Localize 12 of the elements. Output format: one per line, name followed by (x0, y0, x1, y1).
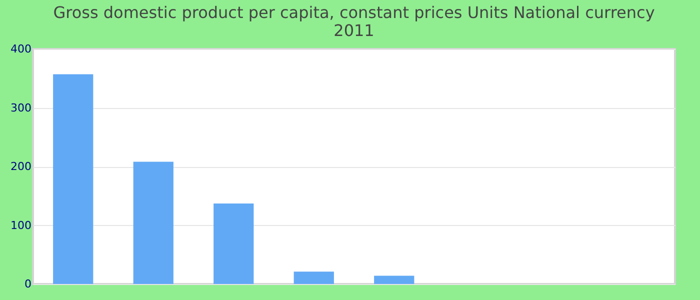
y-tick-label: 300 (10, 101, 32, 114)
bar (133, 162, 174, 284)
y-tick-label: 100 (10, 218, 32, 232)
bar (53, 74, 94, 284)
y-tick-label: 400 (10, 42, 32, 56)
text: Gross domestic product per capita, constant prices Units National currency (53, 3, 655, 22)
text: 2011 (334, 21, 374, 40)
bar (374, 276, 414, 284)
y-tick-label: 200 (10, 160, 32, 173)
y-tick-label: 0 (24, 278, 32, 290)
bar (214, 204, 254, 284)
bar (294, 272, 334, 284)
